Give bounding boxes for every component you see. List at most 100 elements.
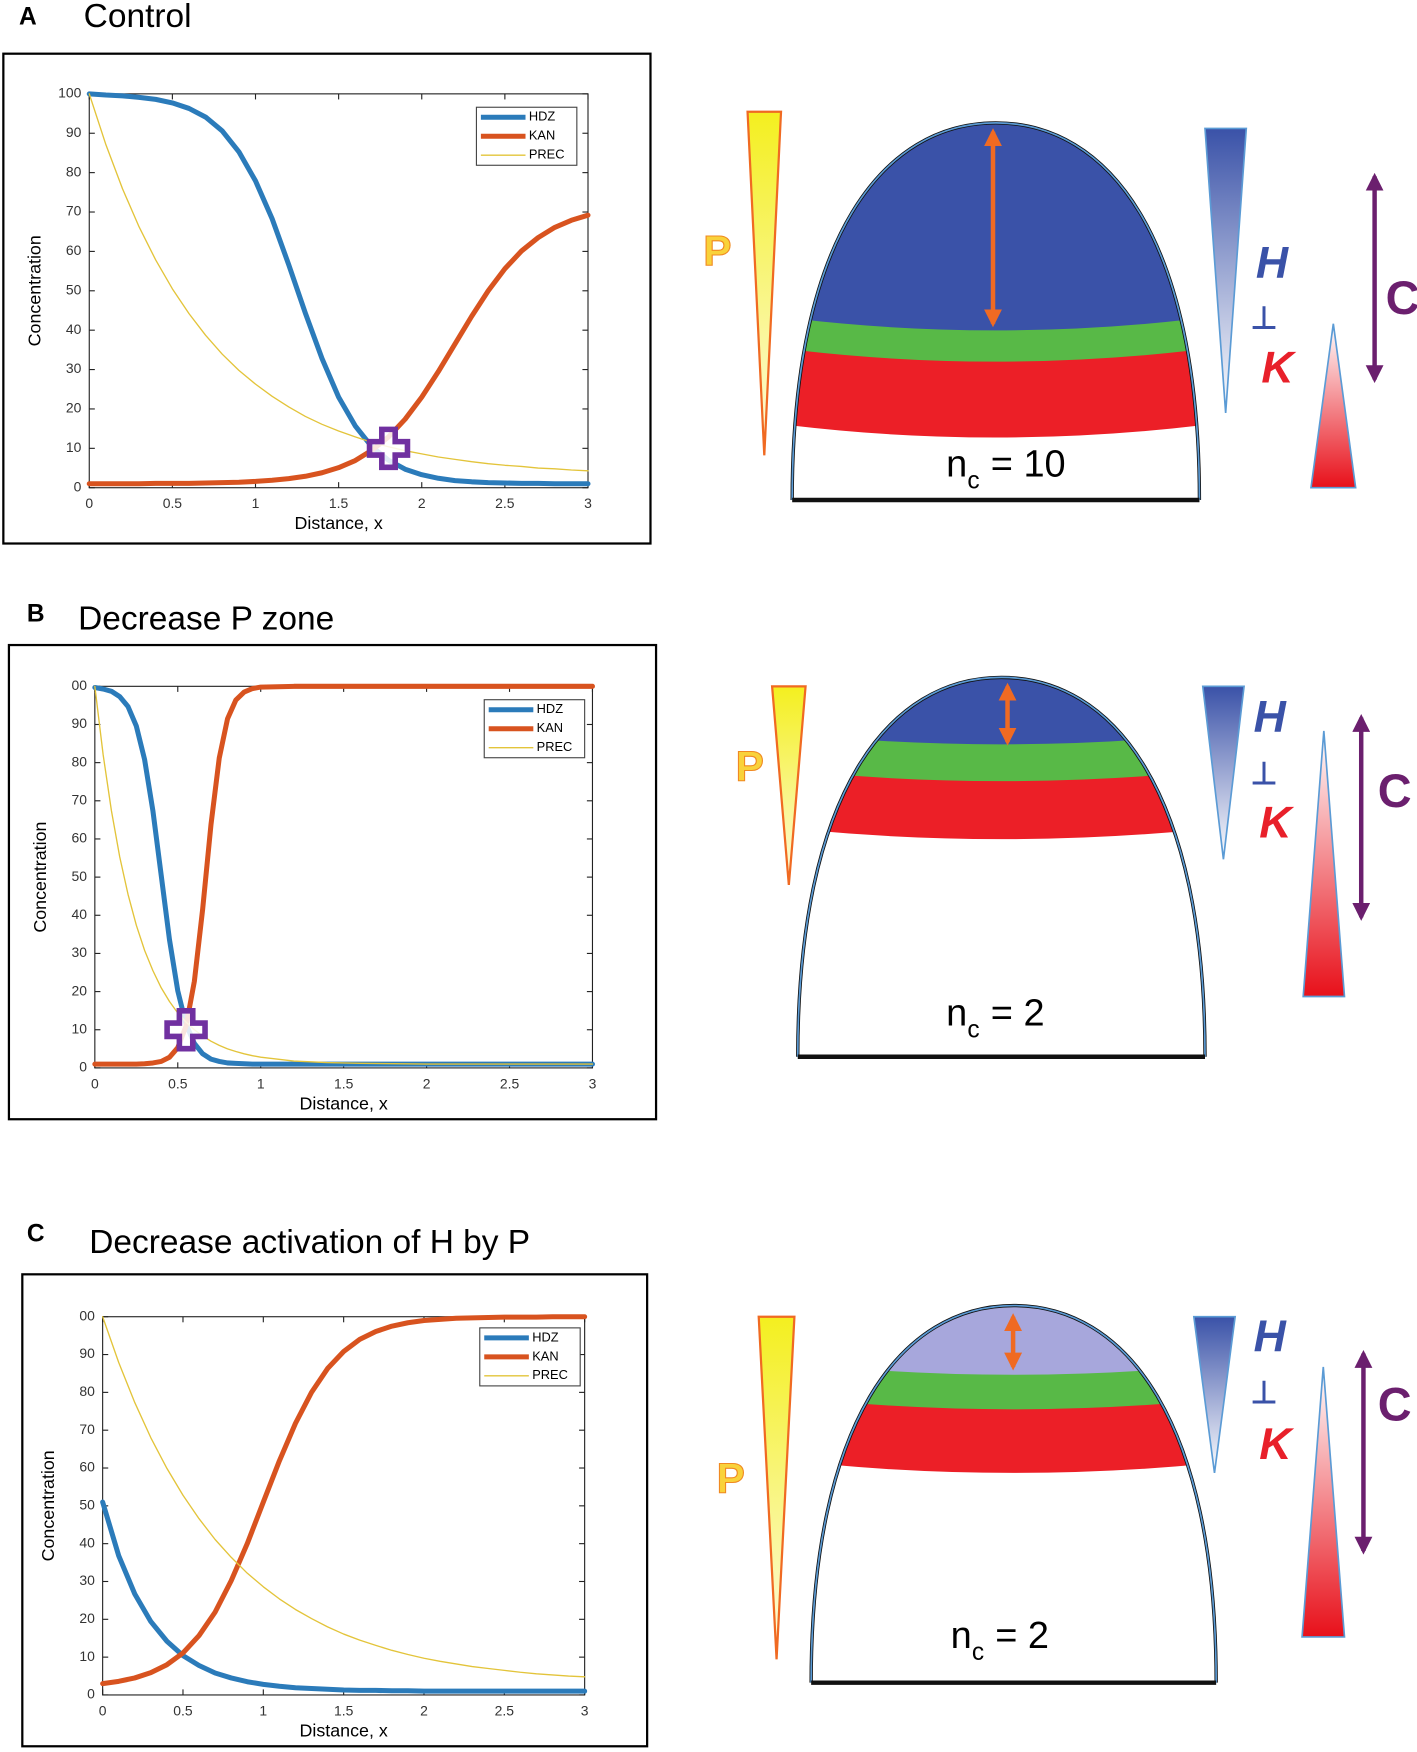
y-tick-label: 30 <box>72 944 88 960</box>
y-tick-label: 50 <box>79 1497 95 1513</box>
k-gradient <box>1302 730 1346 998</box>
legend-label: KAN <box>537 720 563 735</box>
x-tick-label: 1.5 <box>334 1702 354 1718</box>
y-tick-label: 0 <box>79 1059 87 1075</box>
y-tick-label: 40 <box>79 1534 95 1550</box>
h-label: H <box>1254 693 1287 742</box>
p-label: P <box>703 228 731 275</box>
legend-label: HDZ <box>532 1329 559 1344</box>
y-tick-label: 0 <box>87 1686 95 1702</box>
p-gradient <box>757 1315 796 1660</box>
y-tick-label: 70 <box>72 791 88 807</box>
y-tick-label: 10 <box>72 1020 88 1036</box>
c-label: C <box>1378 1379 1412 1431</box>
panel-letter: A <box>19 3 37 30</box>
y-tick-label: 30 <box>79 1572 95 1588</box>
k-label: K <box>1259 1420 1294 1469</box>
x-tick-label: 0 <box>91 1075 99 1091</box>
x-tick-label: 1.5 <box>329 495 349 511</box>
nc-label: n <box>951 1615 972 1657</box>
y-tick-label: 90 <box>79 1345 95 1361</box>
y-tick-label: 60 <box>66 242 82 258</box>
legend-label: KAN <box>529 128 555 143</box>
dome-edge <box>796 676 1206 1057</box>
y-axis-label: Concentration <box>24 235 44 346</box>
h-label: H <box>1256 238 1289 287</box>
y-tick-label: 90 <box>66 124 82 140</box>
y-tick-label: 0 <box>74 478 82 494</box>
x-axis-label: Distance, x <box>300 1093 388 1113</box>
panel-letter: B <box>27 600 45 627</box>
y-tick-label: 60 <box>79 1459 95 1475</box>
x-tick-label: 3 <box>581 1702 589 1718</box>
y-tick-label: 90 <box>72 715 88 731</box>
p-label: P <box>717 1455 745 1502</box>
k-gradient <box>1301 1366 1346 1638</box>
h-zone <box>792 122 1200 335</box>
x-tick-label: 0.5 <box>163 495 183 511</box>
nc-label: n <box>946 992 967 1034</box>
x-tick-label: 0.5 <box>168 1075 188 1091</box>
k-zone <box>792 348 1200 438</box>
k-gradient <box>1310 323 1357 489</box>
y-tick-label: 60 <box>72 830 88 846</box>
x-tick-label: 0 <box>85 495 93 511</box>
y-tick-label: 70 <box>66 203 82 219</box>
y-tick-label: 00 <box>72 677 88 693</box>
x-tick-label: 3 <box>589 1075 597 1091</box>
x-tick-label: 0.5 <box>173 1702 193 1718</box>
x-axis-label: Distance, x <box>294 513 382 533</box>
c-label: C <box>1378 765 1412 817</box>
y-tick-label: 20 <box>72 982 88 998</box>
panel-title: Decrease P zone <box>78 600 334 637</box>
x-tick-label: 1.5 <box>334 1075 354 1091</box>
x-tick-label: 1 <box>257 1075 265 1091</box>
nc-subscript: c <box>972 1639 984 1666</box>
k-zone <box>797 770 1206 840</box>
y-axis-label: Concentration <box>38 1450 58 1561</box>
k-zone <box>811 1398 1217 1473</box>
k-label: K <box>1259 799 1294 848</box>
nc-subscript: c <box>967 468 979 495</box>
y-tick-label: 40 <box>66 321 82 337</box>
y-tick-label: 80 <box>79 1383 95 1399</box>
series-line <box>94 685 594 1065</box>
x-tick-label: 0 <box>99 1702 107 1718</box>
x-axis-label: Distance, x <box>300 1720 388 1740</box>
x-tick-label: 2.5 <box>495 495 515 511</box>
x-tick-label: 2 <box>418 495 426 511</box>
h-zone <box>797 677 1206 752</box>
x-tick-label: 2.5 <box>500 1075 520 1091</box>
panel-title: Control <box>84 0 192 35</box>
x-tick-label: 1 <box>259 1702 267 1718</box>
p-gradient <box>770 685 807 886</box>
crossing-marker <box>366 426 411 471</box>
crossing-marker <box>164 1007 208 1052</box>
y-tick-label: 80 <box>66 163 82 179</box>
legend-label: PREC <box>532 1367 568 1382</box>
p-gradient <box>746 110 783 456</box>
panel-letter: C <box>27 1221 45 1248</box>
dome-edge <box>810 1304 1218 1683</box>
legend-label: HDZ <box>529 109 556 124</box>
y-tick-label: 100 <box>58 85 82 101</box>
x-tick-label: 3 <box>584 495 592 511</box>
series-line <box>86 91 591 487</box>
k-label: K <box>1261 343 1296 392</box>
x-tick-label: 2.5 <box>495 1702 515 1718</box>
inhibit-symbol: ⊥ <box>1251 301 1278 336</box>
series-line <box>100 1314 588 1687</box>
inhibit-symbol: ⊥ <box>1251 1375 1278 1410</box>
y-tick-label: 40 <box>72 906 88 922</box>
diagram <box>792 122 1200 438</box>
x-tick-label: 2 <box>420 1702 428 1718</box>
dome-edge <box>791 122 1201 500</box>
nc-value: = 2 <box>991 992 1045 1034</box>
legend-label: PREC <box>529 147 565 162</box>
green-zone <box>811 1363 1217 1420</box>
h-gradient <box>1204 127 1248 414</box>
y-tick-label: 00 <box>79 1307 95 1323</box>
h-gradient <box>1192 1315 1237 1474</box>
